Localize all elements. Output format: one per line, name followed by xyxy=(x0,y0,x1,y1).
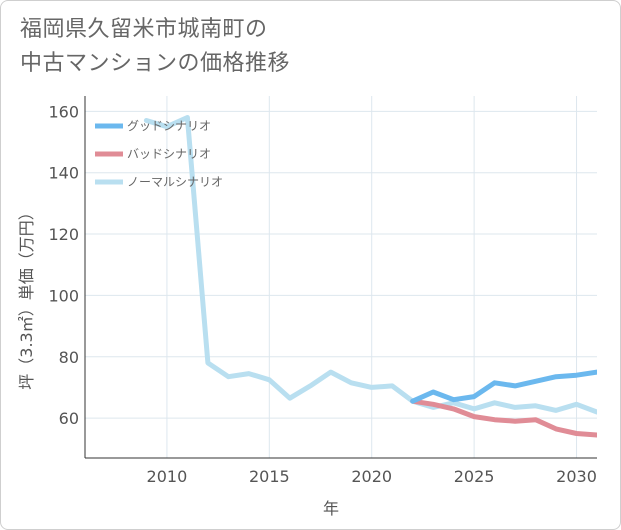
x-axis-title: 年 xyxy=(323,499,339,518)
legend-label-1: グッドシナリオ xyxy=(127,119,211,133)
x-tick-label: 2020 xyxy=(351,467,392,486)
tick-labels: 60 80 100 120 140 160 2010 2015 2020 2025 2030 xyxy=(48,102,596,486)
y-tick-label: 160 xyxy=(48,102,79,121)
series-layer xyxy=(143,115,597,438)
y-tick-label: 100 xyxy=(48,286,79,305)
chart-title-line-1: 福岡県久留米市城南町の xyxy=(20,17,268,42)
series-line-2 xyxy=(410,398,597,438)
chart-title: 福岡県久留米市城南町の 中古マンションの価格推移 xyxy=(20,13,580,81)
series-line-1 xyxy=(410,369,597,404)
y-axis-title: 坪（3.3㎡）単価（万円） xyxy=(17,204,36,389)
x-tick-label: 2025 xyxy=(454,467,495,486)
series-line-3 xyxy=(143,115,597,415)
x-tick-label: 2015 xyxy=(249,467,290,486)
y-tick-label: 60 xyxy=(59,409,79,428)
chart-title-line-2: 中古マンションの価格推移 xyxy=(20,51,291,76)
axes xyxy=(84,96,597,459)
y-tick-label: 140 xyxy=(48,164,79,183)
legend-label-2: バッドシナリオ xyxy=(127,147,211,161)
legend-label-3: ノーマルシナリオ xyxy=(127,175,223,189)
x-tick-label: 2010 xyxy=(147,467,188,486)
y-tick-label: 120 xyxy=(48,225,79,244)
x-tick-label: 2030 xyxy=(556,467,597,486)
y-tick-label: 80 xyxy=(59,348,79,367)
